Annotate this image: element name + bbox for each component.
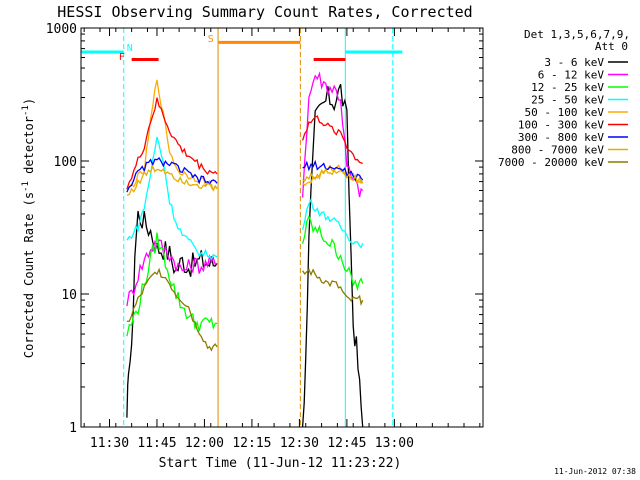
series-6-segment-1 <box>126 157 218 193</box>
series-2-segment-2 <box>301 214 364 292</box>
series-5-segment-1 <box>126 97 218 190</box>
series-6-segment-2 <box>302 159 364 182</box>
legend-label-8: 7000 - 20000 keV <box>498 156 604 169</box>
legend-label-4: 50 - 100 keV <box>525 106 605 119</box>
series-7-segment-1 <box>126 164 218 196</box>
series-8-segment-2 <box>302 268 364 307</box>
y-axis-label-sup2: -1 <box>21 105 31 116</box>
legend-label-2: 12 - 25 keV <box>531 81 604 94</box>
y-axis-label-sup1: -1 <box>21 181 31 192</box>
series-1-segment-1 <box>126 239 218 307</box>
series-8-segment-1 <box>126 267 218 352</box>
plot-area: NF S <box>80 28 403 428</box>
series-5-segment-2 <box>301 115 363 165</box>
x-tick-label-3: 12:15 <box>232 436 271 451</box>
marker-f: F <box>119 52 125 63</box>
legend-label-7: 800 - 7000 keV <box>511 144 604 157</box>
legend-label-6: 300 - 800 keV <box>518 131 604 144</box>
x-axis-label: Start Time (11-Jun-12 11:23:22) <box>159 456 402 471</box>
y-tick-label-0: 1 <box>69 421 77 436</box>
plot-frame <box>80 27 484 428</box>
y-tick-label-1: 10 <box>61 288 77 303</box>
x-tick-label-1: 11:45 <box>137 436 176 451</box>
x-tick-label-0: 11:30 <box>90 436 129 451</box>
x-tick-label-5: 12:45 <box>327 436 366 451</box>
legend-label-1: 6 - 12 keV <box>538 69 605 82</box>
series-7-segment-2 <box>302 168 364 184</box>
legend-label-5: 100 - 300 keV <box>518 119 604 132</box>
series-0-segment-2 <box>301 83 364 428</box>
series-3-segment-1 <box>126 136 218 261</box>
series-2-segment-1 <box>126 232 218 337</box>
y-axis-label-main: Corrected Count Rate (s <box>22 192 36 358</box>
y-tick-label-2: 100 <box>54 155 77 170</box>
legend-label-3: 25 - 50 keV <box>531 94 604 107</box>
y-tick-label-3: 1000 <box>46 22 77 37</box>
series-4-segment-1 <box>126 79 218 192</box>
series-0-segment-1 <box>126 210 218 418</box>
marker-n: N <box>127 43 133 54</box>
marker-s: S <box>208 34 214 45</box>
x-tick-label-4: 12:30 <box>280 436 319 451</box>
y-axis-label-end: ) <box>22 98 36 105</box>
legend-label-0: 3 - 6 keV <box>544 56 604 69</box>
x-axis: 11:30 11:45 12:00 12:15 12:30 12:45 13:00 <box>83 28 481 451</box>
series-3-segment-2 <box>301 197 364 249</box>
y-axis-label: Corrected Count Rate (s-1 detector-1) <box>21 98 36 358</box>
chart-title: HESSI Observing Summary Count Rates, Cor… <box>57 3 472 21</box>
x-tick-label-6: 13:00 <box>375 436 414 451</box>
legend-header-line1: Det 1,3,5,6,7,9, <box>524 28 630 41</box>
timestamp: 11-Jun-2012 07:38 <box>554 467 636 476</box>
y-axis: 1 10 100 1000 <box>46 22 483 436</box>
y-axis-label-mid: detector <box>22 116 36 181</box>
legend-header-line2: Att 0 <box>595 40 628 53</box>
x-tick-label-2: 12:00 <box>185 436 224 451</box>
